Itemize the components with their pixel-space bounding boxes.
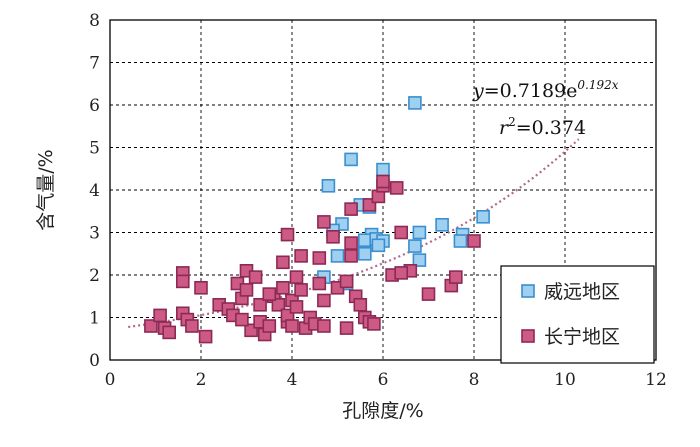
data-point-changning [394, 225, 409, 240]
data-point-changning [285, 319, 299, 333]
data-point-changning [176, 274, 190, 289]
y-axis-title: 含气量/% [35, 149, 57, 230]
x-tick-label: 8 [469, 370, 480, 390]
data-point-changning [367, 317, 381, 331]
data-point-weiyuan [408, 96, 422, 110]
data-point-changning [353, 297, 368, 312]
data-point-weiyuan [321, 179, 336, 193]
y-tick-label: 6 [89, 96, 100, 116]
data-points [144, 96, 490, 344]
data-point-changning [162, 325, 176, 340]
legend-label-weiyuan: 威远地区 [544, 281, 620, 303]
data-point-changning [317, 215, 331, 229]
equation-exponent: 0.192x [577, 78, 618, 92]
plot-area-frame [109, 19, 657, 361]
data-point-weiyuan [344, 152, 358, 167]
data-point-changning [376, 174, 390, 189]
y-tick-label: 3 [89, 224, 100, 244]
grid-lines [110, 20, 656, 360]
x-tick-label: 12 [645, 370, 667, 390]
data-point-weiyuan [376, 162, 390, 177]
data-point-changning [144, 319, 158, 333]
y-tick-label: 7 [89, 54, 100, 74]
x-tick-label: 6 [378, 370, 389, 390]
data-point-weiyuan [371, 238, 386, 253]
equation-body: =0.7189e [484, 80, 578, 102]
data-point-changning [271, 297, 286, 312]
data-point-changning [394, 266, 409, 280]
data-point-changning [235, 312, 249, 327]
data-point-weiyuan [330, 249, 345, 263]
legend-box [500, 265, 655, 364]
data-point-changning [448, 270, 463, 284]
legend-marker-weiyuan [521, 284, 535, 298]
y-tick-label: 2 [89, 266, 100, 286]
data-point-changning [389, 181, 404, 195]
legend-label-changning: 长宁地区 [544, 326, 620, 348]
r2-value: =0.374 [516, 117, 586, 139]
data-point-changning [467, 234, 481, 248]
data-point-changning [339, 274, 354, 289]
legend-marker-changning [521, 329, 535, 343]
data-point-weiyuan [476, 210, 490, 224]
x-tick-label: 10 [554, 370, 576, 390]
y-tick-label: 5 [89, 139, 100, 159]
data-point-changning [253, 297, 267, 312]
y-tick-label: 1 [89, 309, 100, 329]
x-tick-label: 2 [196, 370, 207, 390]
data-point-changning [344, 249, 358, 263]
data-point-changning [317, 319, 331, 333]
data-point-changning [262, 319, 277, 333]
data-point-changning [194, 280, 208, 295]
data-point-changning [294, 283, 308, 297]
data-point-changning [289, 270, 304, 284]
data-point-changning [280, 227, 295, 242]
trend-r-squared: r2=0.374 [499, 115, 586, 139]
data-point-weiyuan [408, 239, 422, 253]
data-point-changning [312, 251, 327, 265]
data-point-changning [276, 255, 290, 270]
data-point-changning [289, 300, 304, 314]
data-point-weiyuan [412, 225, 427, 240]
data-point-changning [344, 202, 358, 216]
data-point-changning [294, 249, 308, 263]
data-point-changning [262, 287, 277, 301]
r2-symbol: r [499, 117, 510, 139]
data-point-changning [276, 280, 290, 295]
trend-equation: y=0.7189e0.192x [472, 78, 619, 102]
data-point-changning [312, 276, 327, 291]
data-point-changning [326, 230, 340, 244]
r2-superscript: 2 [508, 115, 516, 129]
data-point-changning [344, 236, 358, 250]
legend: 威远地区 长宁地区 [500, 265, 655, 364]
data-point-changning [248, 270, 263, 284]
x-tick-label: 0 [105, 370, 116, 390]
data-point-weiyuan [435, 218, 449, 232]
data-point-changning [153, 308, 167, 323]
data-point-changning [421, 287, 436, 301]
y-tick-label: 4 [89, 181, 100, 201]
data-point-weiyuan [357, 233, 372, 247]
data-point-weiyuan [453, 234, 468, 248]
data-point-weiyuan [357, 247, 372, 261]
data-point-weiyuan [412, 253, 427, 267]
data-point-changning [198, 329, 213, 344]
y-tick-label: 0 [89, 351, 100, 371]
data-point-changning [317, 293, 331, 308]
x-axis-title: 孔隙度/% [342, 400, 423, 422]
data-point-changning [339, 321, 354, 335]
y-tick-label: 8 [89, 11, 100, 31]
equation-y-symbol: y [472, 80, 484, 102]
data-point-changning [185, 319, 199, 333]
data-point-changning [239, 283, 254, 297]
x-tick-label: 4 [287, 370, 298, 390]
